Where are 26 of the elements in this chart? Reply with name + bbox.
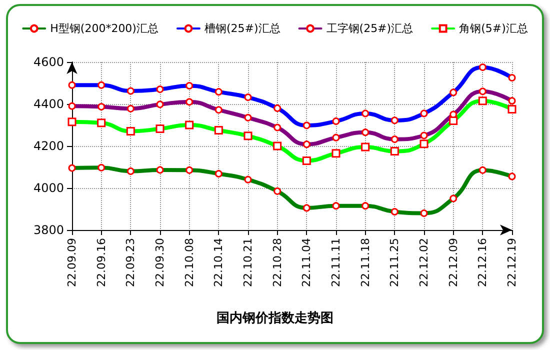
x-tick-label: 22.09.30 (154, 238, 166, 287)
x-tick-label: 22.11.25 (388, 238, 402, 287)
x-tick-label: 22.11.11 (330, 238, 342, 287)
y-tick-label: 4000 (33, 181, 64, 195)
y-tick-label: 3800 (33, 223, 64, 237)
x-tick-label: 22.10.21 (242, 238, 254, 287)
y-tick-label: 4600 (33, 55, 64, 69)
x-tick-label: 22.10.08 (182, 238, 196, 287)
x-tick-label: 22.10.14 (212, 238, 226, 287)
x-tick-label: 22.11.04 (300, 238, 314, 287)
y-tick-label: 4200 (33, 139, 64, 153)
legend-label: 槽钢(25#)汇总 (204, 22, 280, 35)
legend-label: H型钢(200*200)汇总 (50, 22, 158, 35)
legend-label: 角钢(5#)汇总 (459, 22, 528, 35)
x-tick-label: 22.09.16 (94, 238, 108, 287)
x-tick-label: 22.09.09 (66, 238, 78, 287)
x-tick-label: 22.09.23 (124, 238, 138, 287)
x-tick-label: 22.10.28 (270, 238, 284, 287)
x-tick-label: 22.12.16 (476, 238, 490, 287)
x-tick-label: 22.12.19 (506, 238, 518, 287)
x-tick-label: 22.12.09 (446, 238, 460, 287)
text: 国内钢价指数走势图 (216, 310, 334, 326)
x-tick-label: 22.11.18 (358, 238, 372, 287)
y-tick-label: 4400 (33, 97, 64, 111)
legend-label: 工字钢(25#)汇总 (326, 22, 414, 35)
x-tick-label: 22.12.02 (418, 238, 430, 287)
